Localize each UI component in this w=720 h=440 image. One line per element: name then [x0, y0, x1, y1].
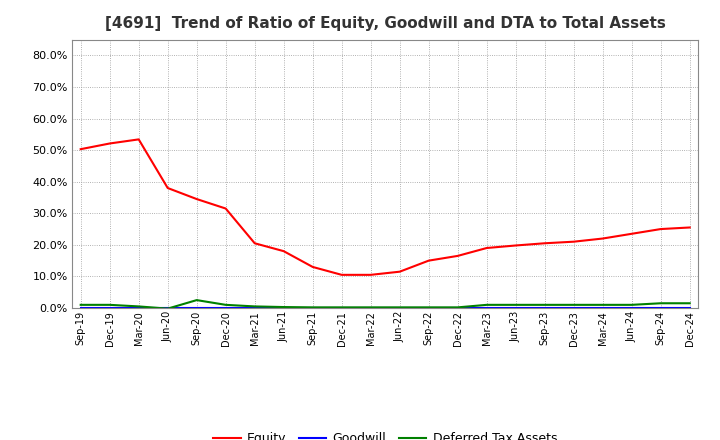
Goodwill — [424, 305, 433, 311]
Deferred Tax Assets — [454, 305, 462, 310]
Equity — [627, 231, 636, 236]
Deferred Tax Assets — [221, 302, 230, 308]
Equity — [105, 141, 114, 146]
Goodwill — [251, 305, 259, 311]
Equity — [76, 147, 85, 152]
Deferred Tax Assets — [627, 302, 636, 308]
Goodwill — [627, 305, 636, 311]
Equity — [395, 269, 404, 274]
Equity — [685, 225, 694, 230]
Deferred Tax Assets — [192, 297, 201, 303]
Deferred Tax Assets — [570, 302, 578, 308]
Equity — [163, 185, 172, 191]
Goodwill — [482, 305, 491, 311]
Deferred Tax Assets — [424, 305, 433, 310]
Goodwill — [163, 305, 172, 311]
Equity — [192, 196, 201, 202]
Deferred Tax Assets — [541, 302, 549, 308]
Equity — [251, 241, 259, 246]
Goodwill — [366, 305, 375, 311]
Deferred Tax Assets — [76, 302, 85, 308]
Goodwill — [279, 305, 288, 311]
Deferred Tax Assets — [105, 302, 114, 308]
Goodwill — [685, 305, 694, 311]
Goodwill — [454, 305, 462, 311]
Deferred Tax Assets — [598, 302, 607, 308]
Equity — [338, 272, 346, 278]
Equity — [221, 206, 230, 211]
Equity — [424, 258, 433, 263]
Equity — [279, 249, 288, 254]
Equity — [570, 239, 578, 244]
Equity — [657, 227, 665, 232]
Equity — [598, 236, 607, 241]
Goodwill — [511, 305, 520, 311]
Deferred Tax Assets — [135, 304, 143, 309]
Goodwill — [598, 305, 607, 311]
Deferred Tax Assets — [395, 305, 404, 310]
Goodwill — [570, 305, 578, 311]
Goodwill — [395, 305, 404, 311]
Goodwill — [541, 305, 549, 311]
Deferred Tax Assets — [279, 304, 288, 310]
Equity — [135, 137, 143, 142]
Goodwill — [221, 305, 230, 311]
Deferred Tax Assets — [163, 306, 172, 311]
Goodwill — [657, 305, 665, 311]
Deferred Tax Assets — [482, 302, 491, 308]
Line: Equity: Equity — [81, 139, 690, 275]
Deferred Tax Assets — [511, 302, 520, 308]
Deferred Tax Assets — [308, 305, 317, 310]
Equity — [482, 246, 491, 251]
Legend: Equity, Goodwill, Deferred Tax Assets: Equity, Goodwill, Deferred Tax Assets — [208, 427, 562, 440]
Goodwill — [192, 305, 201, 311]
Deferred Tax Assets — [657, 301, 665, 306]
Deferred Tax Assets — [366, 305, 375, 310]
Equity — [511, 243, 520, 248]
Deferred Tax Assets — [685, 301, 694, 306]
Equity — [454, 253, 462, 259]
Deferred Tax Assets — [251, 304, 259, 309]
Line: Deferred Tax Assets: Deferred Tax Assets — [81, 300, 690, 308]
Goodwill — [338, 305, 346, 311]
Equity — [541, 241, 549, 246]
Goodwill — [135, 305, 143, 311]
Deferred Tax Assets — [338, 305, 346, 310]
Equity — [366, 272, 375, 278]
Goodwill — [105, 305, 114, 311]
Title: [4691]  Trend of Ratio of Equity, Goodwill and DTA to Total Assets: [4691] Trend of Ratio of Equity, Goodwil… — [105, 16, 665, 32]
Equity — [308, 264, 317, 270]
Goodwill — [76, 305, 85, 311]
Goodwill — [308, 305, 317, 311]
